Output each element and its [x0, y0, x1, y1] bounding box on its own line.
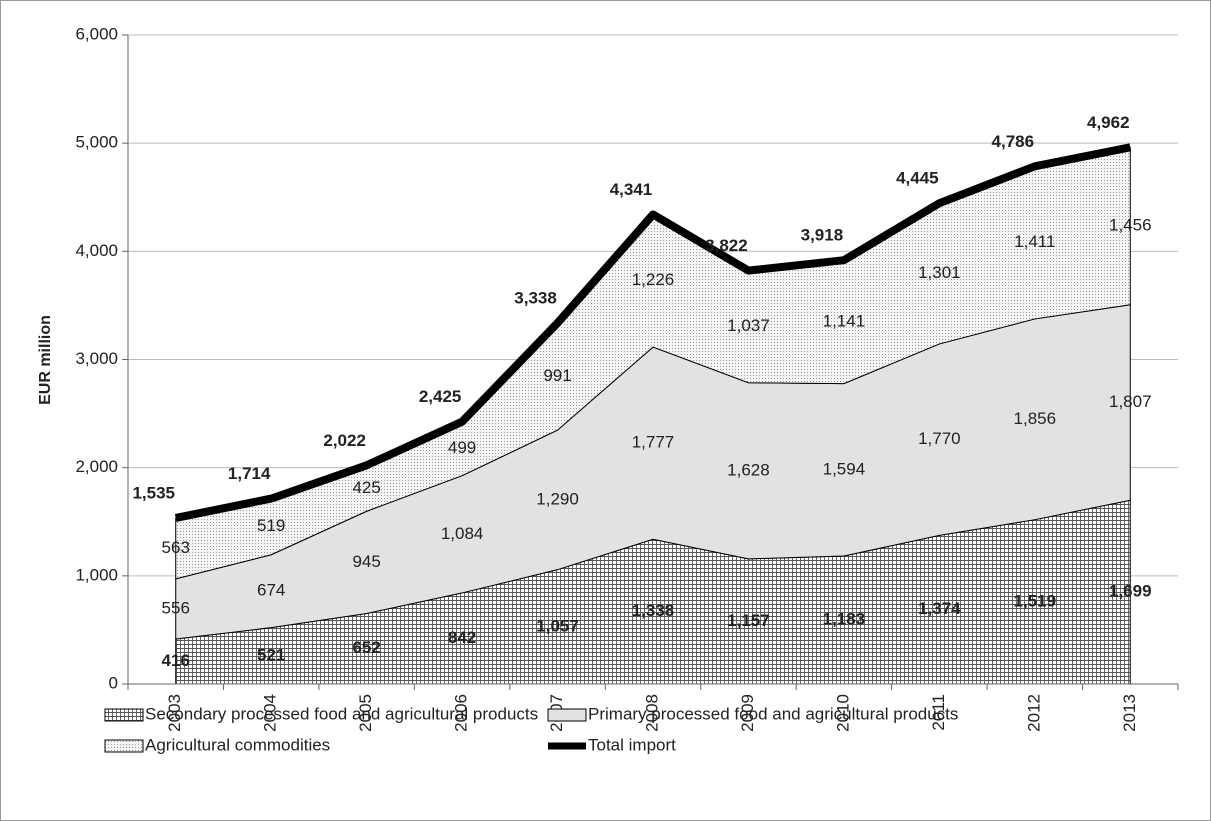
- x-tick-label: 2009: [738, 694, 757, 732]
- value-label: 425: [352, 478, 380, 497]
- y-tick-label: 0: [109, 673, 118, 692]
- value-label: 4,445: [896, 169, 939, 188]
- value-label: 1,374: [918, 599, 961, 618]
- value-label: 1,057: [536, 616, 579, 635]
- legend-label: Primary processed food and agricultural …: [588, 704, 958, 723]
- value-label: 1,157: [727, 611, 770, 630]
- value-label: 1,037: [727, 316, 770, 335]
- value-label: 1,183: [823, 610, 866, 629]
- value-label: 652: [352, 638, 380, 657]
- x-tick-label: 2004: [261, 694, 280, 732]
- legend-label: Secondary processed food and agricultura…: [145, 704, 538, 723]
- value-label: 1,226: [632, 270, 675, 289]
- x-tick-label: 2006: [452, 694, 471, 732]
- y-tick-label: 5,000: [75, 133, 118, 152]
- y-axis-label: EUR million: [37, 315, 54, 405]
- value-label: 1,777: [632, 433, 675, 452]
- x-tick-label: 2003: [165, 694, 184, 732]
- value-label: 1,594: [823, 459, 866, 478]
- value-label: 2,022: [323, 431, 366, 450]
- value-label: 556: [162, 598, 190, 617]
- legend-label: Agricultural commodities: [145, 735, 330, 754]
- y-tick-label: 6,000: [75, 24, 118, 43]
- value-label: 3,918: [801, 226, 844, 245]
- value-label: 1,628: [727, 460, 770, 479]
- legend-swatch: [104, 708, 144, 722]
- value-label: 1,519: [1014, 591, 1057, 610]
- value-label: 1,699: [1109, 582, 1152, 601]
- value-label: 1,290: [536, 489, 579, 508]
- y-tick-label: 3,000: [75, 349, 118, 368]
- value-label: 991: [543, 366, 571, 385]
- value-label: 1,456: [1109, 216, 1152, 235]
- value-label: 1,141: [823, 311, 866, 330]
- value-label: 1,807: [1109, 392, 1152, 411]
- legend-swatch: [104, 739, 144, 753]
- x-tick-label: 2012: [1024, 694, 1043, 732]
- value-label: 3,338: [514, 288, 557, 307]
- value-label: 842: [448, 628, 476, 647]
- value-label: 1,411: [1014, 232, 1055, 251]
- y-tick-label: 1,000: [75, 565, 118, 584]
- value-label: 499: [448, 438, 476, 457]
- value-label: 519: [257, 516, 285, 535]
- legend-swatch: [547, 708, 587, 722]
- value-label: 1,714: [228, 464, 271, 483]
- value-label: 521: [257, 645, 285, 664]
- x-tick-label: 2011: [929, 694, 948, 731]
- value-label: 1,856: [1014, 409, 1057, 428]
- value-label: 1,301: [918, 263, 961, 282]
- value-label: 1,535: [132, 483, 175, 502]
- line: [174, 143, 1132, 522]
- value-label: 2,425: [419, 387, 462, 406]
- value-label: 945: [352, 552, 380, 571]
- x-tick-label: 2008: [642, 694, 661, 732]
- value-label: 563: [162, 538, 190, 557]
- value-label: 416: [162, 651, 190, 670]
- value-label: 4,786: [992, 132, 1035, 151]
- y-tick-label: 2,000: [75, 457, 118, 476]
- x-tick-label: 2005: [356, 694, 375, 732]
- y-tick-label: 4,000: [75, 241, 118, 260]
- value-label: 4,341: [610, 180, 653, 199]
- legend-label: Total import: [588, 735, 676, 754]
- value-label: 1,084: [441, 524, 484, 543]
- value-label: 674: [257, 581, 285, 600]
- x-tick-label: 2013: [1120, 694, 1139, 732]
- x-tick-label: 2010: [833, 694, 852, 732]
- value-label: 4,962: [1087, 113, 1130, 132]
- value-label: 3,822: [705, 236, 748, 255]
- value-label: 1,338: [632, 601, 675, 620]
- value-label: 1,770: [918, 429, 961, 448]
